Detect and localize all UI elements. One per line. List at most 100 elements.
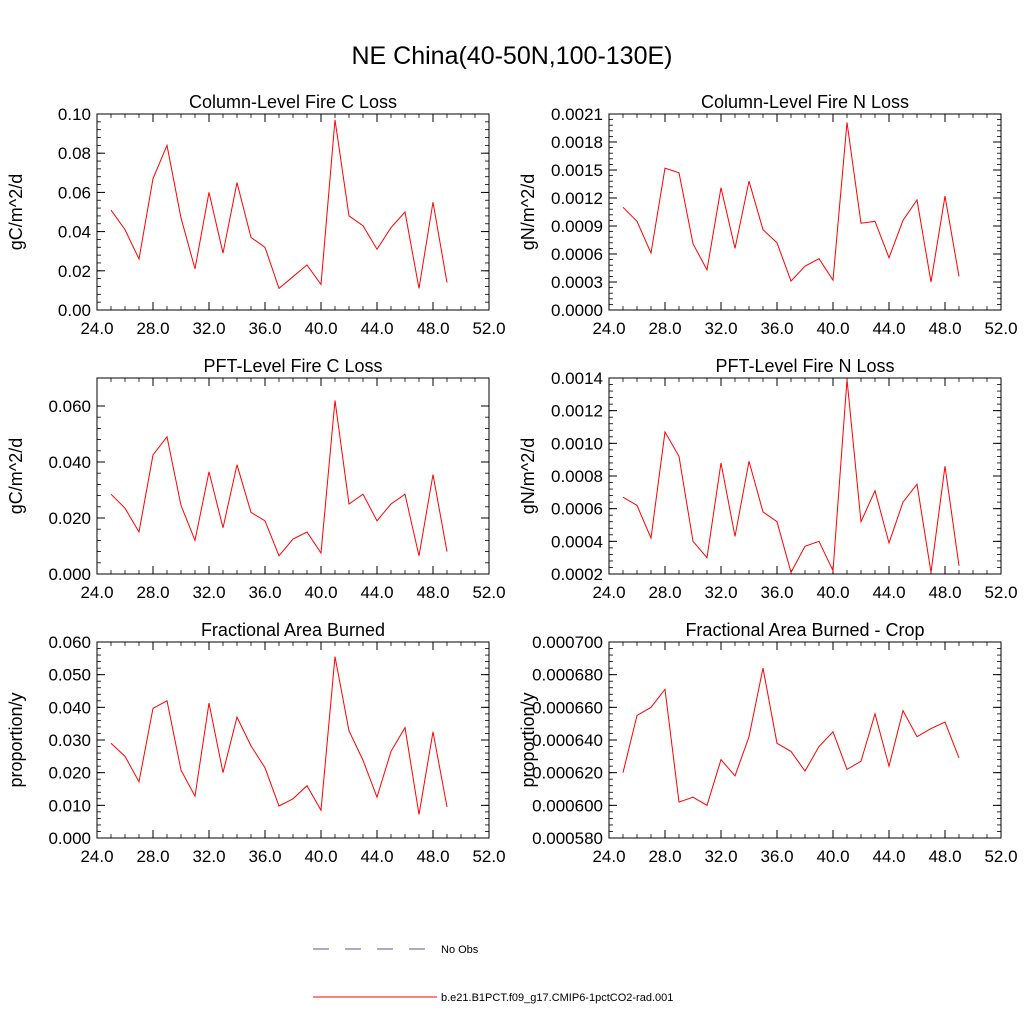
x-tick-label: 40.0 (304, 847, 337, 866)
x-tick-label: 28.0 (136, 319, 169, 338)
plot-frame (96, 377, 490, 575)
x-tick-label: 32.0 (704, 847, 737, 866)
panel-fractional-area-burned-crop: Fractional Area Burned - Crop proportion/… (518, 620, 1018, 866)
y-tick-label: 0.000 (48, 829, 91, 848)
plot-frame (608, 377, 1002, 575)
plot-frame (608, 641, 1002, 839)
series-line-b-e21-b1pct-f09-g17-cmip6-1pctco2-rad-001 (110, 119, 448, 290)
x-tick-label: 52.0 (472, 847, 505, 866)
x-tick-label: 36.0 (760, 583, 793, 602)
y-tick-label: 0.0008 (551, 467, 603, 486)
y-tick-label: 0.0010 (551, 434, 603, 453)
y-tick-label: 0.030 (48, 731, 91, 750)
x-tick-label: 44.0 (872, 583, 905, 602)
x-tick-label: 24.0 (592, 319, 625, 338)
x-tick-label: 44.0 (872, 847, 905, 866)
plot-frame (96, 641, 490, 839)
x-tick-label: 44.0 (872, 319, 905, 338)
panel-column-level-fire-c-loss: Column-Level Fire C Loss gC/m^2/d 24.0 28.0… (6, 92, 506, 338)
x-tick-label: 52.0 (984, 583, 1017, 602)
y-axis-label: proportion/y (6, 692, 26, 787)
x-tick-label: 24.0 (592, 583, 625, 602)
x-tick-label: 24.0 (80, 583, 113, 602)
y-tick-label: 0.04 (58, 223, 91, 242)
x-tick-label: 28.0 (648, 583, 681, 602)
x-tick-label: 40.0 (816, 583, 849, 602)
x-tick-label: 48.0 (416, 847, 449, 866)
series-line-b-e21-b1pct-f09-g17-cmip6-1pctco2-rad-001 (622, 379, 960, 574)
panel-pft-level-fire-c-loss: PFT-Level Fire C Loss gC/m^2/d 24.0 28.0 32.… (6, 356, 506, 602)
x-tick-label: 40.0 (816, 847, 849, 866)
y-tick-label: 0.000 (48, 565, 91, 584)
x-tick-label: 28.0 (136, 847, 169, 866)
y-tick-label: 0.000580 (532, 829, 603, 848)
x-tick-label: 36.0 (760, 847, 793, 866)
y-tick-label: 0.0012 (551, 189, 603, 208)
plot-frame (96, 113, 490, 311)
figure-title: NE China(40-50N,100-130E) (351, 42, 672, 70)
x-tick-label: 48.0 (928, 319, 961, 338)
panel-title: Column-Level Fire N Loss (701, 92, 909, 112)
x-tick-label: 24.0 (592, 847, 625, 866)
x-tick-label: 32.0 (192, 583, 225, 602)
legend-label-model-run: b.e21.B1PCT.f09_g17.CMIP6-1pctCO2-rad.00… (441, 992, 673, 1004)
y-tick-label: 0.0002 (551, 565, 603, 584)
y-tick-label: 0.0006 (551, 500, 603, 519)
x-tick-label: 32.0 (704, 319, 737, 338)
panel-title: Fractional Area Burned (201, 620, 385, 640)
x-tick-label: 32.0 (192, 319, 225, 338)
y-tick-label: 0.00 (58, 301, 91, 320)
y-tick-label: 0.0009 (551, 217, 603, 236)
y-tick-label: 0.0006 (551, 245, 603, 264)
y-axis-label: gC/m^2/d (6, 174, 26, 250)
panel-column-level-fire-n-loss: Column-Level Fire N Loss gN/m^2/d 24.0 28.0… (518, 92, 1018, 338)
x-tick-label: 52.0 (984, 847, 1017, 866)
panels: Column-Level Fire C Loss gC/m^2/d 24.0 28.0… (6, 92, 1018, 866)
panel-title: PFT-Level Fire C Loss (203, 356, 382, 376)
y-tick-label: 0.0003 (551, 273, 603, 292)
y-tick-label: 0.0018 (551, 133, 603, 152)
y-tick-label: 0.000680 (532, 666, 603, 685)
y-tick-label: 0.000640 (532, 731, 603, 750)
legend-label-no-obs: No Obs (441, 944, 479, 956)
y-tick-label: 0.06 (58, 183, 91, 202)
x-tick-label: 28.0 (648, 847, 681, 866)
x-tick-label: 44.0 (360, 319, 393, 338)
y-axis-label: gN/m^2/d (518, 438, 538, 514)
x-tick-label: 36.0 (248, 583, 281, 602)
y-tick-label: 0.020 (48, 764, 91, 783)
y-tick-label: 0.0014 (551, 369, 603, 388)
x-tick-label: 24.0 (80, 319, 113, 338)
y-tick-label: 0.0004 (551, 532, 603, 551)
x-tick-label: 52.0 (472, 583, 505, 602)
x-tick-label: 28.0 (136, 583, 169, 602)
x-tick-label: 24.0 (80, 847, 113, 866)
y-tick-label: 0.040 (48, 453, 91, 472)
x-tick-label: 48.0 (928, 583, 961, 602)
x-tick-label: 40.0 (304, 583, 337, 602)
y-tick-label: 0.08 (58, 144, 91, 163)
y-axis-label: proportion/y (518, 692, 538, 787)
panel-fractional-area-burned: Fractional Area Burned proportion/y 24.0 28… (6, 620, 506, 866)
x-tick-label: 32.0 (704, 583, 737, 602)
panel-title: Column-Level Fire C Loss (189, 92, 397, 112)
panel-title: Fractional Area Burned - Crop (685, 620, 924, 640)
series-line-b-e21-b1pct-f09-g17-cmip6-1pctco2-rad-001 (622, 122, 960, 283)
series-line-b-e21-b1pct-f09-g17-cmip6-1pctco2-rad-001 (622, 668, 960, 807)
x-tick-label: 44.0 (360, 583, 393, 602)
y-tick-label: 0.0000 (551, 301, 603, 320)
x-tick-label: 36.0 (760, 319, 793, 338)
y-tick-label: 0.000620 (532, 764, 603, 783)
x-tick-label: 36.0 (248, 319, 281, 338)
series-line-b-e21-b1pct-f09-g17-cmip6-1pctco2-rad-001 (110, 400, 448, 557)
x-tick-label: 48.0 (928, 847, 961, 866)
panel-pft-level-fire-n-loss: PFT-Level Fire N Loss gN/m^2/d 24.0 28.0 32.… (518, 356, 1018, 602)
y-tick-label: 0.000660 (532, 698, 603, 717)
x-tick-label: 52.0 (472, 319, 505, 338)
y-tick-label: 0.050 (48, 666, 91, 685)
x-tick-label: 40.0 (304, 319, 337, 338)
x-tick-label: 44.0 (360, 847, 393, 866)
x-tick-label: 28.0 (648, 319, 681, 338)
